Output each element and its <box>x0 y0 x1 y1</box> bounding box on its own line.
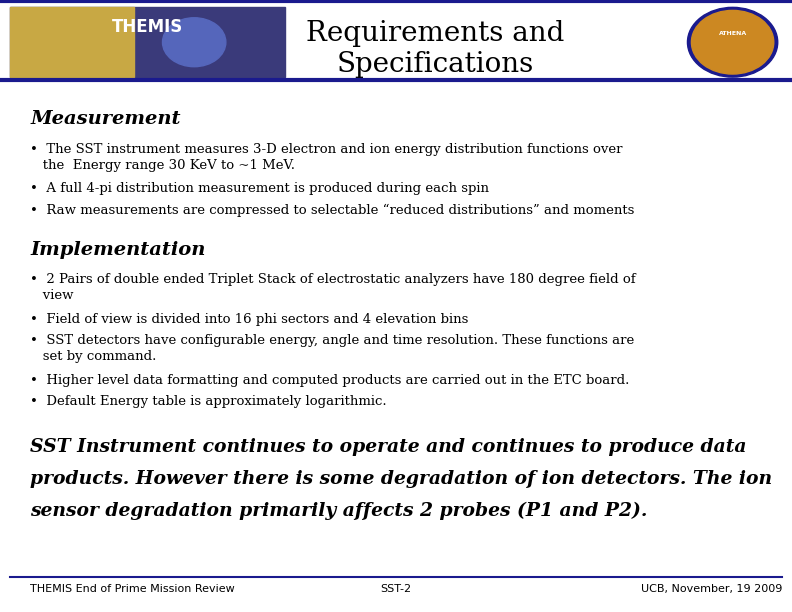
Text: Requirements and: Requirements and <box>307 20 565 47</box>
Text: THEMIS: THEMIS <box>112 18 183 36</box>
Text: •  Default Energy table is approximately logarithmic.: • Default Energy table is approximately … <box>30 395 386 408</box>
Circle shape <box>687 7 778 77</box>
Bar <box>0 0 792 84</box>
Text: products. However there is some degradation of ion detectors. The ion: products. However there is some degradat… <box>30 470 772 488</box>
Text: •  SST detectors have configurable energy, angle and time resolution. These func: • SST detectors have configurable energy… <box>30 334 634 363</box>
Text: ATHENA: ATHENA <box>718 31 747 35</box>
Text: •  The SST instrument measures 3-D electron and ion energy distribution function: • The SST instrument measures 3-D electr… <box>30 143 623 171</box>
Text: •  2 Pairs of double ended Triplet Stack of electrostatic analyzers have 180 deg: • 2 Pairs of double ended Triplet Stack … <box>30 273 636 302</box>
Text: sensor degradation primarily affects 2 probes (P1 and P2).: sensor degradation primarily affects 2 p… <box>30 502 648 520</box>
Text: •  Field of view is divided into 16 phi sectors and 4 elevation bins: • Field of view is divided into 16 phi s… <box>30 313 469 326</box>
Text: SST Instrument continues to operate and continues to produce data: SST Instrument continues to operate and … <box>30 438 747 456</box>
Text: •  A full 4-pi distribution measurement is produced during each spin: • A full 4-pi distribution measurement i… <box>30 182 489 195</box>
Text: THEMIS End of Prime Mission Review: THEMIS End of Prime Mission Review <box>30 584 235 594</box>
Circle shape <box>691 10 774 74</box>
Text: UCB, November, 19 2009: UCB, November, 19 2009 <box>641 584 782 594</box>
Circle shape <box>162 18 226 67</box>
Bar <box>10 7 134 77</box>
Text: SST-2: SST-2 <box>380 584 412 594</box>
Text: Implementation: Implementation <box>30 241 205 258</box>
Text: Measurement: Measurement <box>30 110 181 128</box>
Text: •  Higher level data formatting and computed products are carried out in the ETC: • Higher level data formatting and compu… <box>30 374 630 387</box>
Text: •  Raw measurements are compressed to selectable “reduced distributions” and mom: • Raw measurements are compressed to sel… <box>30 204 634 217</box>
Text: Specifications: Specifications <box>337 51 535 78</box>
Bar <box>10 7 285 77</box>
